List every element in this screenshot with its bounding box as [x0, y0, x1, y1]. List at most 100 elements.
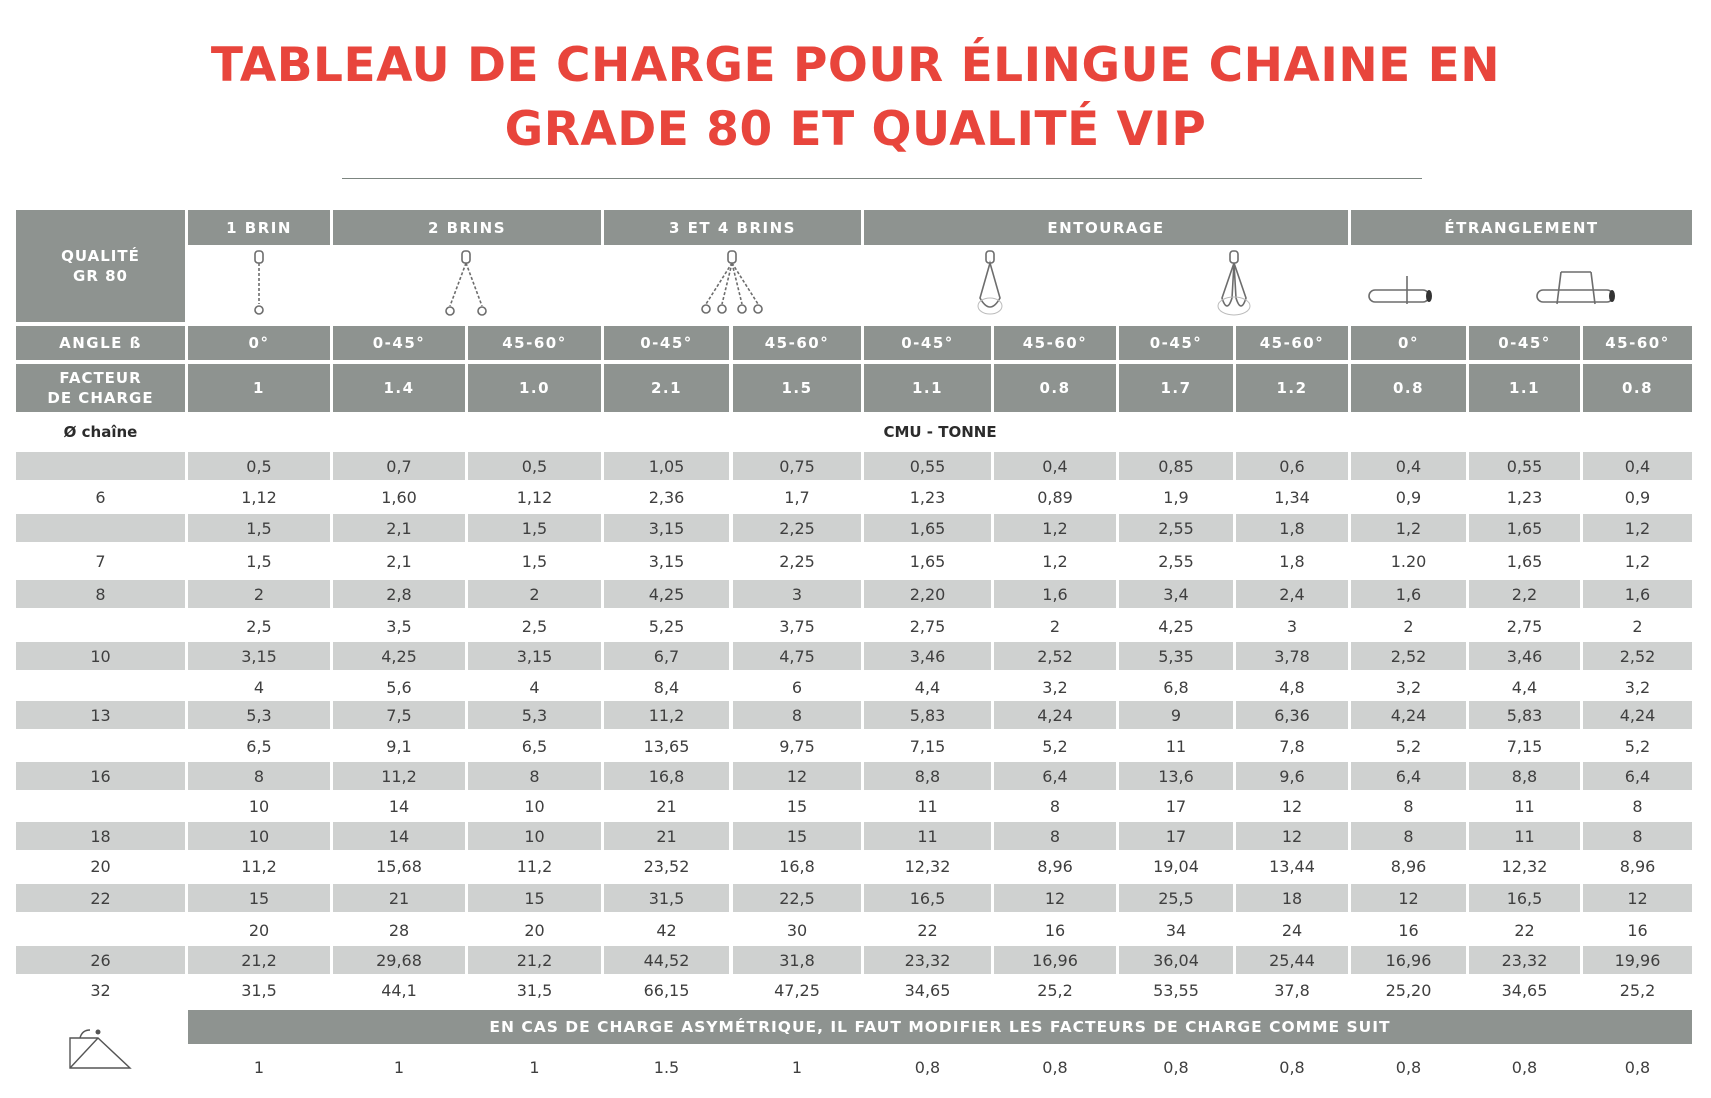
wll-value: 0,55 [1469, 452, 1580, 480]
wll-value: 19,04 [1119, 852, 1233, 880]
wll-value: 1,65 [864, 514, 991, 542]
wll-value: 8 [1351, 792, 1466, 820]
wll-value: 3,2 [1583, 673, 1692, 701]
four-leg-sling-icon [692, 248, 772, 322]
chain-diameter: 7 [16, 547, 185, 575]
wll-value: 16 [1351, 916, 1466, 944]
diameter-label: Ø chaîne [63, 423, 138, 441]
wll-value: 6,7 [604, 642, 729, 670]
wll-value: 15 [468, 884, 601, 912]
wll-value: 3,4 [1119, 580, 1233, 608]
wll-value: 4 [188, 673, 330, 701]
wll-value: 2,4 [1236, 580, 1348, 608]
chain-diameter [16, 916, 185, 944]
wll-value: 13,65 [604, 732, 729, 760]
wll-value: 2,25 [733, 547, 861, 575]
wll-value: 11,2 [468, 852, 601, 880]
wll-value: 44,1 [333, 976, 465, 1004]
wll-value: 5,83 [864, 701, 991, 729]
wll-value: 6,5 [468, 732, 601, 760]
wll-value: 16 [1583, 916, 1692, 944]
wll-value: 3,5 [333, 612, 465, 640]
chain-diameter: 32 [16, 976, 185, 1004]
page-title: TABLEAU DE CHARGE POUR ÉLINGUE CHAINE EN… [0, 34, 1711, 162]
angle-diagram-icon [64, 1024, 136, 1072]
chain-diameter [16, 673, 185, 701]
wll-value: 3,15 [604, 514, 729, 542]
wll-value: 2,5 [188, 612, 330, 640]
wll-value: 25,2 [994, 976, 1116, 1004]
wll-value: 8,8 [1469, 762, 1580, 790]
title-line-2: GRADE 80 ET QUALITÉ VIP [504, 102, 1207, 157]
wll-value: 36,04 [1119, 946, 1233, 974]
title-divider [342, 178, 1422, 179]
wll-value: 37,8 [1236, 976, 1348, 1004]
factor-value: 0.8 [994, 364, 1116, 412]
factor-label-line-2: DE CHARGE [47, 389, 154, 407]
wll-value: 0,75 [733, 452, 861, 480]
wll-value: 17 [1119, 792, 1233, 820]
wll-value: 29,68 [333, 946, 465, 974]
wll-value: 12,32 [864, 852, 991, 880]
angle-value: 45-60° [468, 326, 601, 360]
angle-label: ANGLE ß [16, 326, 185, 360]
wll-value: 9,6 [1236, 762, 1348, 790]
wll-value: 8,96 [994, 852, 1116, 880]
wll-value: 5,6 [333, 673, 465, 701]
wll-value: 1,5 [188, 547, 330, 575]
wll-value: 34,65 [1469, 976, 1580, 1004]
wll-value: 6,36 [1236, 701, 1348, 729]
chain-diameter: 8 [16, 580, 185, 608]
wll-value: 3,15 [468, 642, 601, 670]
wll-value: 25,5 [1119, 884, 1233, 912]
wll-value: 31,5 [604, 884, 729, 912]
wll-value: 2,52 [994, 642, 1116, 670]
wll-value: 5,83 [1469, 701, 1580, 729]
asymmetric-note: EN CAS DE CHARGE ASYMÉTRIQUE, IL FAUT MO… [188, 1010, 1692, 1044]
wll-value: 2 [468, 580, 601, 608]
wll-value: 5,2 [994, 732, 1116, 760]
wll-value: 15 [188, 884, 330, 912]
wll-value: 2,1 [333, 514, 465, 542]
wll-value: 3,46 [864, 642, 991, 670]
chain-diameter [16, 732, 185, 760]
wll-value: 8,96 [1351, 852, 1466, 880]
angle-value: 0° [1351, 326, 1466, 360]
wll-value: 5,25 [604, 612, 729, 640]
wll-value: 12 [1583, 884, 1692, 912]
wll-value: 16,8 [733, 852, 861, 880]
wll-value: 15,68 [333, 852, 465, 880]
wll-value: 11,2 [188, 852, 330, 880]
wll-value: 2,25 [733, 514, 861, 542]
wll-value: 8 [994, 792, 1116, 820]
chain-diameter: 20 [16, 852, 185, 880]
wll-value: 2,52 [1351, 642, 1466, 670]
wll-value: 4,25 [1119, 612, 1233, 640]
wll-value: 0,4 [994, 452, 1116, 480]
wll-value: 21,2 [188, 946, 330, 974]
angle-value: 0-45° [604, 326, 729, 360]
wll-value: 7,8 [1236, 732, 1348, 760]
chain-diameter [16, 514, 185, 542]
wll-value: 12 [1351, 884, 1466, 912]
wll-value: 42 [604, 916, 729, 944]
wll-value: 1,2 [994, 514, 1116, 542]
wll-value: 23,32 [864, 946, 991, 974]
group-header: 2 BRINS [333, 210, 601, 245]
wll-value: 0,4 [1351, 452, 1466, 480]
wll-value: 31,5 [468, 976, 601, 1004]
angle-value: 0-45° [333, 326, 465, 360]
wll-value: 11 [1119, 732, 1233, 760]
wll-value: 8,96 [1583, 852, 1692, 880]
double-choke-sling-icon [1535, 248, 1615, 322]
wll-value: 16,8 [604, 762, 729, 790]
asymmetric-factor: 0,8 [1583, 1050, 1692, 1084]
wll-value: 12 [1236, 792, 1348, 820]
group-header: 1 BRIN [188, 210, 330, 245]
wll-value: 2,2 [1469, 580, 1580, 608]
wll-value: 7,15 [1469, 732, 1580, 760]
wll-value: 1,8 [1236, 514, 1348, 542]
wll-value: 21 [333, 884, 465, 912]
wll-value: 6,5 [188, 732, 330, 760]
chain-diameter: 22 [16, 884, 185, 912]
